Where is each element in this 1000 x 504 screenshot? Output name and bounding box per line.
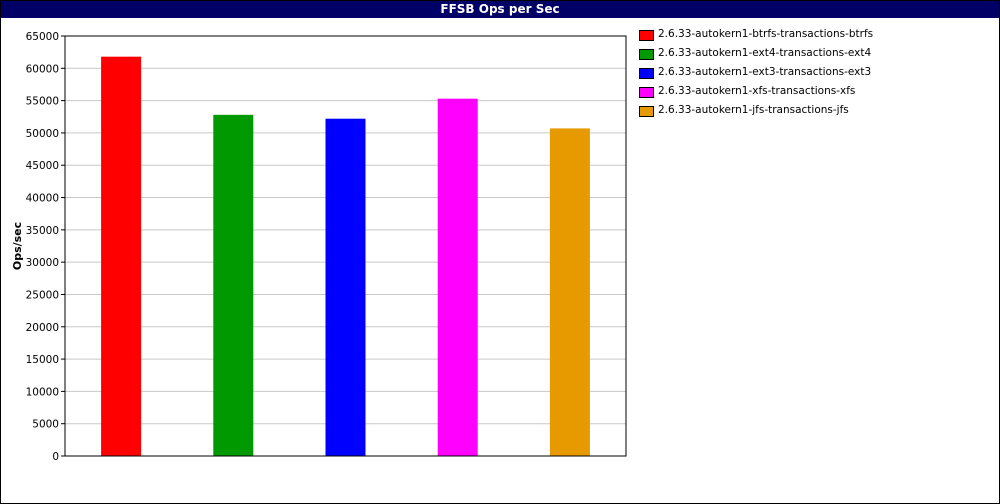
legend-label: 2.6.33-autokern1-ext3-transactions-ext3	[658, 66, 872, 78]
legend-label: 2.6.33-autokern1-jfs-transactions-jfs	[658, 104, 849, 116]
bars	[101, 56, 590, 457]
y-tick-label: 45000	[26, 160, 59, 172]
bar-2	[213, 114, 254, 456]
legend-swatch	[639, 49, 654, 60]
bar-5	[549, 128, 590, 456]
bar-4	[437, 98, 478, 456]
y-tick-label: 35000	[26, 225, 59, 237]
legend-swatch	[639, 106, 654, 117]
y-axis-label: Ops/sec	[11, 222, 24, 270]
y-tick-label: 50000	[26, 128, 59, 140]
legend-swatch	[639, 30, 654, 41]
bar-3	[325, 118, 366, 456]
legend-label: 2.6.33-autokern1-xfs-transactions-xfs	[658, 85, 856, 97]
legend-swatch	[639, 87, 654, 98]
y-axis-ticks: 0 5000 10000 15000 20000 25000 30000 35000 40000…	[26, 31, 65, 463]
y-tick-label: 65000	[26, 31, 59, 43]
legend-swatch	[639, 68, 654, 79]
legend-label: 2.6.33-autokern1-btrfs-transactions-btrf…	[658, 28, 874, 40]
y-tick-label: 30000	[26, 257, 59, 269]
y-tick-label: 10000	[26, 386, 59, 398]
chart-title: FFSB Ops per Sec	[1, 1, 999, 18]
bar-1	[101, 56, 142, 457]
y-tick-label: 5000	[32, 419, 59, 431]
y-tick-label: 15000	[26, 354, 59, 366]
legend-label: 2.6.33-autokern1-ext4-transactions-ext4	[658, 47, 872, 59]
y-tick-label: 25000	[26, 289, 59, 301]
y-tick-label: 60000	[26, 63, 59, 75]
y-tick-label: 0	[52, 451, 59, 463]
y-tick-label: 55000	[26, 96, 59, 108]
plot-border	[64, 35, 627, 457]
y-tick-label: 20000	[26, 322, 59, 334]
y-tick-label: 40000	[26, 193, 59, 205]
